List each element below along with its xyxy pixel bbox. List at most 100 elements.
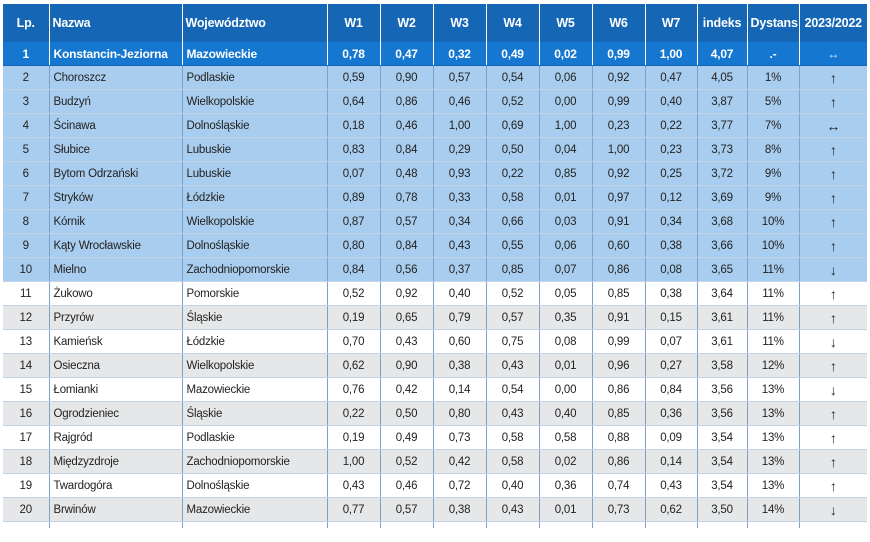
cell-empty	[539, 521, 593, 528]
cell-nazwa: Łomianki	[49, 377, 183, 402]
cell-w3: 0,33	[433, 185, 487, 210]
cell-w1: 0,78	[327, 42, 381, 66]
cell-wojewodztwo: Lubuskie	[182, 137, 328, 162]
cell-w1: 0,70	[327, 329, 381, 354]
cell-nazwa: Kórnik	[49, 209, 183, 234]
cell-w1: 0,52	[327, 281, 381, 306]
cell-w1: 0,07	[327, 161, 381, 186]
cell-w3: 0,29	[433, 137, 487, 162]
cell-indeks: 3,58	[697, 353, 748, 378]
cell-lp: 14	[3, 353, 50, 378]
cell-w7: 0,43	[645, 473, 698, 498]
cell-indeks: 3,69	[697, 185, 748, 210]
cell-dystans: 13%	[747, 401, 800, 426]
table-row: 14 Osieczna Wielkopolskie 0,62 0,90 0,38 0,43 0…	[3, 353, 867, 378]
cell-dystans: 9%	[747, 185, 800, 210]
cell-w4: 0,66	[486, 209, 540, 234]
cell-nazwa: Konstancin-Jeziorna	[49, 42, 183, 66]
cell-wojewodztwo: Podlaskie	[182, 65, 328, 90]
cell-w4: 0,50	[486, 137, 540, 162]
cell-empty	[182, 521, 328, 528]
table-row: 10 Mielno Zachodniopomorskie 0,84 0,56 0,37 0,…	[3, 257, 867, 282]
cell-w7: 0,09	[645, 425, 698, 450]
cell-w2: 0,65	[380, 305, 434, 330]
cell-w7: 0,12	[645, 185, 698, 210]
cell-dystans: 5%	[747, 89, 800, 114]
cell-w4: 0,69	[486, 113, 540, 138]
header-w4: W4	[486, 4, 540, 42]
cell-wojewodztwo: Dolnośląskie	[182, 473, 328, 498]
header-w2: W2	[380, 4, 434, 42]
cell-wojewodztwo: Mazowieckie	[182, 377, 328, 402]
arrow-up-icon: ↑	[799, 449, 867, 474]
cell-w1: 0,22	[327, 401, 381, 426]
header-nazwa: Nazwa	[49, 4, 183, 42]
cell-w6: 0,85	[592, 401, 646, 426]
cell-w4: 0,43	[486, 353, 540, 378]
arrow-up-icon: ↑	[799, 137, 867, 162]
table-row: 4 Ścinawa Dolnośląskie 0,18 0,46 1,00 0,69 1,00…	[3, 113, 867, 138]
cell-indeks: 4,05	[697, 65, 748, 90]
cell-w7: 0,38	[645, 281, 698, 306]
cell-w5: 0,08	[539, 329, 593, 354]
cell-indeks: 3,54	[697, 473, 748, 498]
cell-empty	[49, 521, 183, 528]
cell-w4: 0,85	[486, 257, 540, 282]
table-row: 19 Twardogóra Dolnośląskie 0,43 0,46 0,72 0,40…	[3, 473, 867, 498]
cell-w4: 0,58	[486, 449, 540, 474]
cell-w2: 0,57	[380, 209, 434, 234]
cell-w3: 0,38	[433, 497, 487, 522]
header-dystans: Dystans	[747, 4, 800, 42]
table-row: 2 Choroszcz Podlaskie 0,59 0,90 0,57 0,54 0,06 0…	[3, 65, 867, 90]
table-row: 3 Budzyń Wielkopolskie 0,64 0,86 0,46 0,52 0,00…	[3, 89, 867, 114]
cell-w7: 0,40	[645, 89, 698, 114]
cell-wojewodztwo: Zachodniopomorskie	[182, 257, 328, 282]
cell-w5: 0,06	[539, 233, 593, 258]
cell-w3: 0,14	[433, 377, 487, 402]
cell-indeks: 3,65	[697, 257, 748, 282]
cell-w6: 0,91	[592, 305, 646, 330]
cell-lp: 19	[3, 473, 50, 498]
table-header-row: Lp. Nazwa Województwo W1 W2 W3 W4 W5 W6 …	[3, 4, 867, 42]
cell-lp: 11	[3, 281, 50, 306]
arrow-down-icon: ↓	[799, 377, 867, 402]
arrow-up-icon: ↑	[799, 401, 867, 426]
cell-w3: 0,73	[433, 425, 487, 450]
table-row: 18 Międzyzdroje Zachodniopomorskie 1,00 0,52…	[3, 449, 867, 474]
cell-w2: 0,90	[380, 353, 434, 378]
cell-nazwa: Ścinawa	[49, 113, 183, 138]
cell-w1: 0,64	[327, 89, 381, 114]
cell-dystans: 11%	[747, 305, 800, 330]
cell-w4: 0,55	[486, 233, 540, 258]
cell-w5: 0,85	[539, 161, 593, 186]
cell-nazwa: Bytom Odrzański	[49, 161, 183, 186]
cell-w6: 0,23	[592, 113, 646, 138]
cell-w1: 0,62	[327, 353, 381, 378]
cell-wojewodztwo: Śląskie	[182, 305, 328, 330]
cell-w2: 0,56	[380, 257, 434, 282]
cell-w1: 0,43	[327, 473, 381, 498]
cell-w6: 0,99	[592, 329, 646, 354]
cell-w6: 1,00	[592, 137, 646, 162]
cell-dystans: 11%	[747, 329, 800, 354]
header-w7: W7	[645, 4, 698, 42]
cell-w5: 0,36	[539, 473, 593, 498]
cell-dystans: 13%	[747, 425, 800, 450]
cell-lp: 15	[3, 377, 50, 402]
table-row: 7 Stryków Łódzkie 0,89 0,78 0,33 0,58 0,01 0,97 0…	[3, 185, 867, 210]
cell-empty	[327, 521, 381, 528]
cell-w4: 0,58	[486, 185, 540, 210]
cell-indeks: 3,77	[697, 113, 748, 138]
cell-wojewodztwo: Mazowieckie	[182, 42, 328, 66]
cell-w4: 0,43	[486, 401, 540, 426]
cell-w2: 0,43	[380, 329, 434, 354]
cell-wojewodztwo: Dolnośląskie	[182, 113, 328, 138]
cell-wojewodztwo: Mazowieckie	[182, 497, 328, 522]
cell-w2: 0,48	[380, 161, 434, 186]
cell-w2: 0,50	[380, 401, 434, 426]
header-w6: W6	[592, 4, 646, 42]
table-row: 12 Przyrów Śląskie 0,19 0,65 0,79 0,57 0,35 0,91…	[3, 305, 867, 330]
cell-lp: 2	[3, 65, 50, 90]
cell-w6: 0,92	[592, 161, 646, 186]
arrow-up-icon: ↑	[799, 161, 867, 186]
